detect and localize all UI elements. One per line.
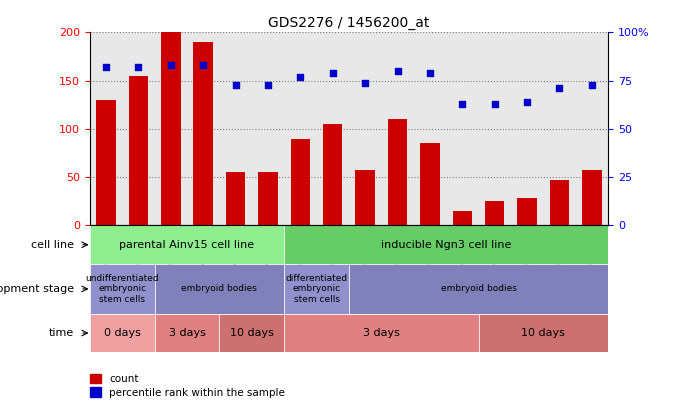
Bar <box>96 100 116 226</box>
Point <box>230 81 241 88</box>
Text: time: time <box>48 328 74 338</box>
Title: GDS2276 / 1456200_at: GDS2276 / 1456200_at <box>268 16 430 30</box>
Bar <box>284 226 608 264</box>
Text: embryoid bodies: embryoid bodies <box>441 284 516 293</box>
Point <box>328 70 339 76</box>
Point <box>165 62 176 68</box>
Bar <box>226 173 245 226</box>
Text: 10 days: 10 days <box>522 328 565 338</box>
Bar <box>155 264 284 314</box>
Point <box>522 99 533 105</box>
Bar <box>90 314 155 352</box>
Bar <box>453 211 472 226</box>
Bar <box>485 201 504 226</box>
Legend: count, percentile rank within the sample: count, percentile rank within the sample <box>88 372 287 400</box>
Bar <box>161 32 180 226</box>
Point <box>359 79 370 86</box>
Bar <box>193 42 213 226</box>
Point <box>489 100 500 107</box>
Point <box>424 70 435 76</box>
Point <box>133 64 144 70</box>
Text: inducible Ngn3 cell line: inducible Ngn3 cell line <box>381 240 511 250</box>
Point <box>198 62 209 68</box>
Bar <box>355 171 375 226</box>
Bar <box>90 264 155 314</box>
Bar <box>291 139 310 226</box>
Bar <box>155 314 219 352</box>
Bar <box>219 314 284 352</box>
Text: 0 days: 0 days <box>104 328 141 338</box>
Text: 3 days: 3 days <box>169 328 205 338</box>
Bar <box>349 264 608 314</box>
Text: undifferentiated
embryonic
stem cells: undifferentiated embryonic stem cells <box>86 274 159 304</box>
Bar <box>323 124 343 226</box>
Bar <box>582 171 602 226</box>
Bar <box>129 76 148 226</box>
Text: 10 days: 10 days <box>230 328 274 338</box>
Bar <box>478 314 608 352</box>
Bar <box>90 226 284 264</box>
Point <box>263 81 274 88</box>
Point <box>457 100 468 107</box>
Text: differentiated
embryonic
stem cells: differentiated embryonic stem cells <box>285 274 348 304</box>
Point <box>100 64 111 70</box>
Point <box>554 85 565 92</box>
Bar <box>258 173 278 226</box>
Point <box>295 74 306 80</box>
Bar <box>518 198 537 226</box>
Text: development stage: development stage <box>0 284 74 294</box>
Bar <box>550 180 569 226</box>
Bar <box>284 314 478 352</box>
Text: parental Ainv15 cell line: parental Ainv15 cell line <box>120 240 254 250</box>
Bar <box>420 143 439 226</box>
Text: cell line: cell line <box>30 240 74 250</box>
Text: embryoid bodies: embryoid bodies <box>182 284 257 293</box>
Bar <box>284 264 349 314</box>
Point <box>587 81 598 88</box>
Text: 3 days: 3 days <box>363 328 400 338</box>
Bar <box>388 119 407 226</box>
Point <box>392 68 403 74</box>
